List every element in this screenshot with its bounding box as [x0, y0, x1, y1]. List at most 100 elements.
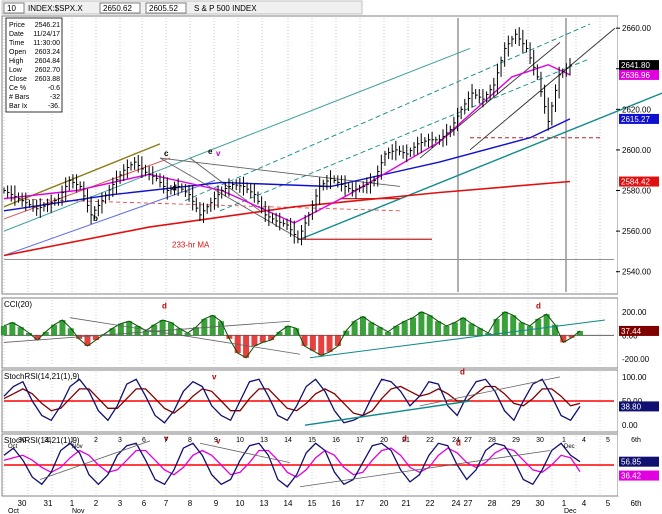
cci-line [3, 311, 581, 359]
cci-bar-8 [67, 328, 74, 336]
cci-bar-38 [318, 335, 325, 356]
price-ytick-label-2: 2620.00 [622, 105, 651, 114]
cci-annotation-0: d [162, 301, 167, 310]
info-value-5: 2602.70 [35, 67, 60, 74]
info-value-4: 2604.84 [35, 58, 60, 65]
cci-bar-7 [59, 320, 66, 336]
cci-bar-10 [84, 335, 91, 346]
info-label-9: Bar Ix [9, 103, 28, 110]
info-value-9: -36. [48, 103, 60, 110]
st1-k-line [3, 378, 581, 424]
cci-tag-bg-0 [619, 325, 659, 336]
cci-bar-19 [159, 320, 166, 336]
cci-bar-25 [209, 315, 216, 336]
cci-bar-65 [543, 314, 550, 336]
cci-bar-45 [376, 327, 383, 336]
cci-bar-40 [334, 335, 341, 346]
cci-bar-48 [401, 321, 408, 336]
date-tick-mid-7: 8 [188, 437, 192, 444]
cci-bar-43 [359, 316, 366, 336]
cci-bar-4 [34, 335, 41, 341]
stochrsi-2-axis: StochRSI(14,21(1),9) 56.85 36.42 [4, 436, 659, 481]
cci-bar-22 [184, 333, 191, 336]
ma-233-label: 233-hr MA [172, 240, 210, 249]
st2-tag-bg-1 [619, 470, 659, 481]
cci-bar-53 [443, 325, 450, 336]
price-trendline-4 [184, 23, 591, 202]
date-tick-mid-19: 27 [464, 437, 472, 444]
cci-bar-1 [9, 322, 16, 336]
price-trendline-5 [219, 58, 591, 212]
date-tick-21: 29 [512, 499, 521, 508]
info-label-0: Price [9, 22, 25, 29]
info-value-1: 11/24/17 [33, 31, 60, 38]
info-label-4: High [9, 58, 24, 65]
price-tag-1: 2636.96 [621, 71, 650, 80]
price-panel[interactable] [1, 15, 619, 295]
date-tick-7: 8 [188, 499, 193, 508]
stochrsi-1-series: vd [3, 367, 581, 426]
date-tick-mid-6: 7 [164, 437, 168, 444]
date-tick-mid-13: 16 [332, 437, 340, 444]
cci-bar-47 [393, 325, 400, 336]
date-tick-mid-16: 21 [402, 437, 410, 444]
date-tick-mid-12: 15 [308, 437, 316, 444]
info-value-0: 2546.21 [35, 22, 60, 29]
date-tick-mid-5: 6 [142, 437, 146, 444]
price-tag-2: 2615.27 [621, 115, 650, 124]
cci-bar-11 [92, 335, 99, 341]
st2-annotation-2: d [402, 434, 407, 443]
date-tick-mid-15: 20 [380, 437, 388, 444]
st2-trendline-0 [39, 440, 151, 480]
date-tick-8: 9 [214, 499, 219, 508]
st2-d-line [3, 447, 581, 478]
date-tick-mid-25: 5 [606, 437, 610, 444]
cci-bar-0 [1, 325, 7, 336]
date-tick-mid-24: 4 [582, 437, 586, 444]
info-value-3: 2603.24 [35, 49, 60, 56]
info-box: Price 2546.21 Date 11/24/17 Time 11:30:00 Open… [5, 17, 63, 113]
price-tag-bg-3 [619, 176, 659, 187]
date-tick-12: 15 [308, 499, 317, 508]
st2-tag-0: 56.85 [621, 458, 642, 467]
info-value-8: -32 [50, 94, 60, 101]
date-tick-mid-14: 17 [356, 437, 364, 444]
st2-trendline-1 [199, 442, 291, 463]
info-value-6: 2603.88 [35, 76, 60, 83]
date-month-mid-0: Oct [8, 444, 18, 450]
price-ytick-label-6: 2540.00 [622, 268, 651, 277]
interval-box[interactable] [3, 2, 25, 14]
st1-annotation-0: v [212, 372, 217, 381]
st2-trendline-2 [299, 450, 551, 488]
cci-bar-29 [243, 335, 250, 358]
date-tick-25: 5 [606, 499, 611, 508]
chart-toolbar: 10 INDEX:$SPX.X 2650.62 2605.52 S & P 50… [1, 0, 363, 15]
cci-bar-55 [460, 317, 467, 336]
date-tick-15: 20 [380, 499, 389, 508]
price-tag-bg-2 [619, 113, 659, 124]
date-tick-17: 22 [426, 499, 435, 508]
stochrsi-2-series: v v dd [3, 434, 581, 488]
date-tick-9: 10 [236, 499, 245, 508]
cci-bar-27 [226, 335, 233, 339]
st1-title: StochRSI(14,21(1),9) [4, 372, 80, 381]
cci-ytick-label-0: 200.00 [622, 308, 647, 317]
cci-bar-46 [385, 331, 391, 336]
date-tick-mid-18: 24 [452, 437, 460, 444]
cci-bar-16 [134, 325, 141, 336]
price-annotation-0: b [93, 214, 98, 223]
price-trendline-7 [159, 157, 301, 240]
cci-title: CCI(20) [4, 300, 32, 309]
info-label-6: Close [9, 76, 27, 83]
cci-bar-68 [568, 335, 575, 338]
price-annotation-2: c [164, 149, 169, 158]
date-tick-1: 31 [44, 499, 53, 508]
st1-ytick-label-2: 0.00 [622, 421, 638, 430]
date-tick-mid-8: 9 [214, 437, 218, 444]
cci-bar-57 [476, 328, 483, 336]
price-ytick-label-4: 2580.00 [622, 187, 651, 196]
cci-bar-49 [410, 317, 417, 336]
price-tag-bg-0 [619, 60, 659, 71]
st1-trendline-1 [419, 376, 561, 407]
